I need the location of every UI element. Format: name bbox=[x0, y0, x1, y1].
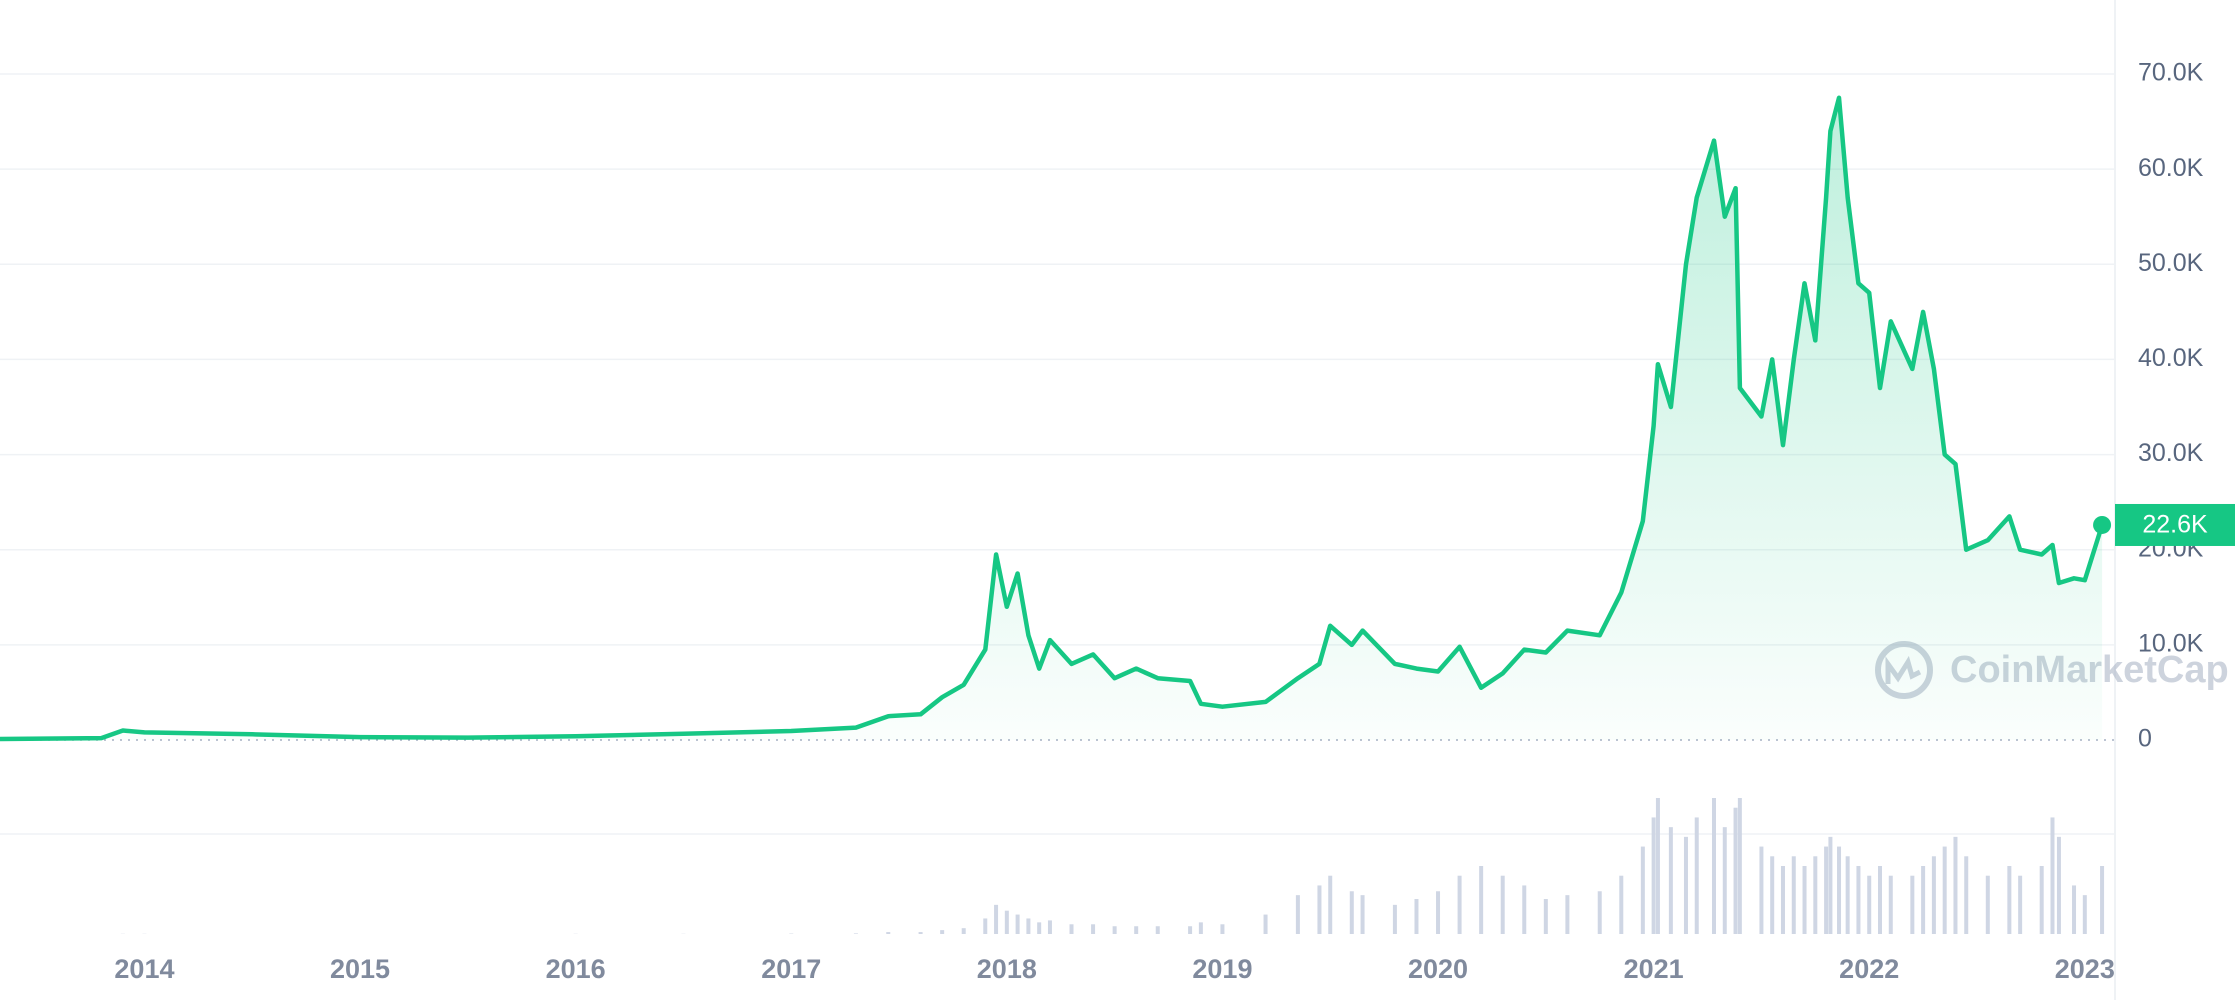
volume-bar bbox=[1091, 924, 1096, 934]
volume-bar bbox=[1711, 798, 1716, 934]
volume-bar bbox=[1683, 836, 1688, 934]
volume-bar bbox=[918, 932, 923, 934]
volume-bar bbox=[1295, 895, 1300, 934]
last-point bbox=[2093, 515, 2112, 534]
volume-bar bbox=[1565, 895, 1570, 934]
volume-bar bbox=[1015, 914, 1020, 934]
y-tick-label: 10.0K bbox=[2138, 629, 2204, 657]
volume-bar bbox=[1856, 866, 1861, 934]
volume-bar bbox=[2072, 885, 2077, 934]
x-tick-label: 2015 bbox=[330, 954, 390, 984]
volume-bar bbox=[1198, 922, 1203, 934]
x-tick-label: 2023 bbox=[2055, 954, 2115, 984]
volume-bar bbox=[853, 933, 858, 934]
volume-bar bbox=[1921, 866, 1926, 934]
volume-bar bbox=[2018, 875, 2023, 934]
volume-bar bbox=[1328, 875, 1333, 934]
volume-bar bbox=[1597, 891, 1602, 934]
volume-bar bbox=[1069, 924, 1074, 934]
volume-bar bbox=[961, 928, 966, 934]
volume-bar bbox=[1828, 836, 1833, 934]
volume-bar bbox=[994, 904, 999, 934]
volume-bar bbox=[1543, 899, 1548, 934]
volume-bar bbox=[1694, 817, 1699, 934]
x-tick-label: 2017 bbox=[761, 954, 821, 984]
volume-bar bbox=[1780, 866, 1785, 934]
volume-bar bbox=[1479, 866, 1484, 934]
volume-bar bbox=[1733, 807, 1738, 934]
y-tick-label: 50.0K bbox=[2138, 249, 2204, 277]
volume-bar bbox=[1134, 926, 1139, 934]
volume-bar bbox=[1457, 875, 1462, 934]
volume-bar bbox=[1500, 875, 1505, 934]
volume-bar bbox=[1845, 856, 1850, 934]
volume-bar bbox=[1392, 904, 1397, 934]
volume-bar bbox=[2007, 866, 2012, 934]
x-tick-label: 2019 bbox=[1192, 954, 1252, 984]
price-badge-label: 22.6K bbox=[2142, 511, 2208, 539]
volume-bar bbox=[1414, 899, 1419, 934]
volume-bar bbox=[1722, 827, 1727, 934]
y-tick-label: 70.0K bbox=[2138, 59, 2204, 87]
volume-bar bbox=[983, 918, 988, 934]
volume-bar bbox=[1037, 922, 1042, 934]
price-area bbox=[0, 97, 2103, 741]
volume-bar bbox=[1878, 866, 1882, 934]
volume-bar bbox=[1522, 885, 1527, 934]
volume-bar bbox=[2039, 866, 2044, 934]
volume-bar bbox=[1349, 891, 1354, 934]
y-tick-label: 0 bbox=[2138, 725, 2152, 753]
volume-bar bbox=[1867, 875, 1872, 934]
volume-bar bbox=[1619, 875, 1624, 934]
y-tick-label: 60.0K bbox=[2138, 154, 2204, 182]
volume-bar bbox=[1824, 846, 1829, 934]
volume-bar bbox=[1188, 926, 1193, 934]
volume-bar bbox=[1791, 856, 1796, 934]
volume-bar bbox=[1910, 875, 1915, 934]
volume-bar bbox=[2100, 866, 2105, 934]
volume-bar bbox=[1813, 856, 1818, 934]
volume-bar bbox=[1837, 846, 1842, 934]
volume-bar bbox=[1888, 875, 1893, 934]
volume-bar bbox=[1317, 885, 1322, 934]
volume-bar bbox=[1770, 856, 1775, 934]
y-tick-label: 40.0K bbox=[2138, 344, 2204, 372]
price-badge bbox=[2115, 503, 2235, 546]
x-tick-label: 2022 bbox=[1839, 954, 1899, 984]
price-line bbox=[0, 95, 2105, 742]
volume-bar bbox=[2082, 895, 2087, 934]
volume-bar bbox=[1112, 926, 1117, 934]
volume-bar bbox=[1220, 924, 1225, 934]
volume-bar bbox=[1360, 895, 1365, 934]
x-tick-label: 2021 bbox=[1624, 954, 1684, 984]
volume-bar bbox=[1655, 798, 1660, 934]
x-tick-label: 2018 bbox=[977, 954, 1037, 984]
volume-bar bbox=[886, 932, 891, 934]
volume-bar bbox=[1953, 836, 1958, 934]
volume-bar bbox=[1759, 846, 1764, 934]
volume-bar bbox=[1026, 918, 1031, 934]
volume-bar bbox=[1047, 920, 1052, 934]
volume-bar bbox=[2056, 836, 2061, 934]
volume-bar bbox=[1436, 891, 1441, 934]
volume-bar bbox=[1651, 817, 1656, 934]
volume-bar bbox=[1802, 866, 1807, 934]
volume-bar bbox=[1931, 856, 1936, 934]
volume-bar bbox=[1155, 926, 1160, 934]
volume-bar bbox=[940, 930, 945, 934]
volume-bar bbox=[1668, 827, 1673, 934]
volume-bar bbox=[1737, 798, 1742, 934]
x-tick-label: 2014 bbox=[114, 954, 174, 984]
volume-bar bbox=[2050, 817, 2055, 934]
volume-bar bbox=[1942, 846, 1947, 934]
x-tick-label: 2020 bbox=[1408, 954, 1468, 984]
volume-bar bbox=[1985, 875, 1990, 934]
y-tick-label: 30.0K bbox=[2138, 439, 2204, 467]
volume-bar bbox=[1964, 856, 1969, 934]
x-tick-label: 2016 bbox=[546, 954, 606, 984]
volume-bar bbox=[1004, 910, 1009, 934]
volume-bar bbox=[1263, 914, 1268, 934]
volume-bar bbox=[1640, 846, 1645, 934]
